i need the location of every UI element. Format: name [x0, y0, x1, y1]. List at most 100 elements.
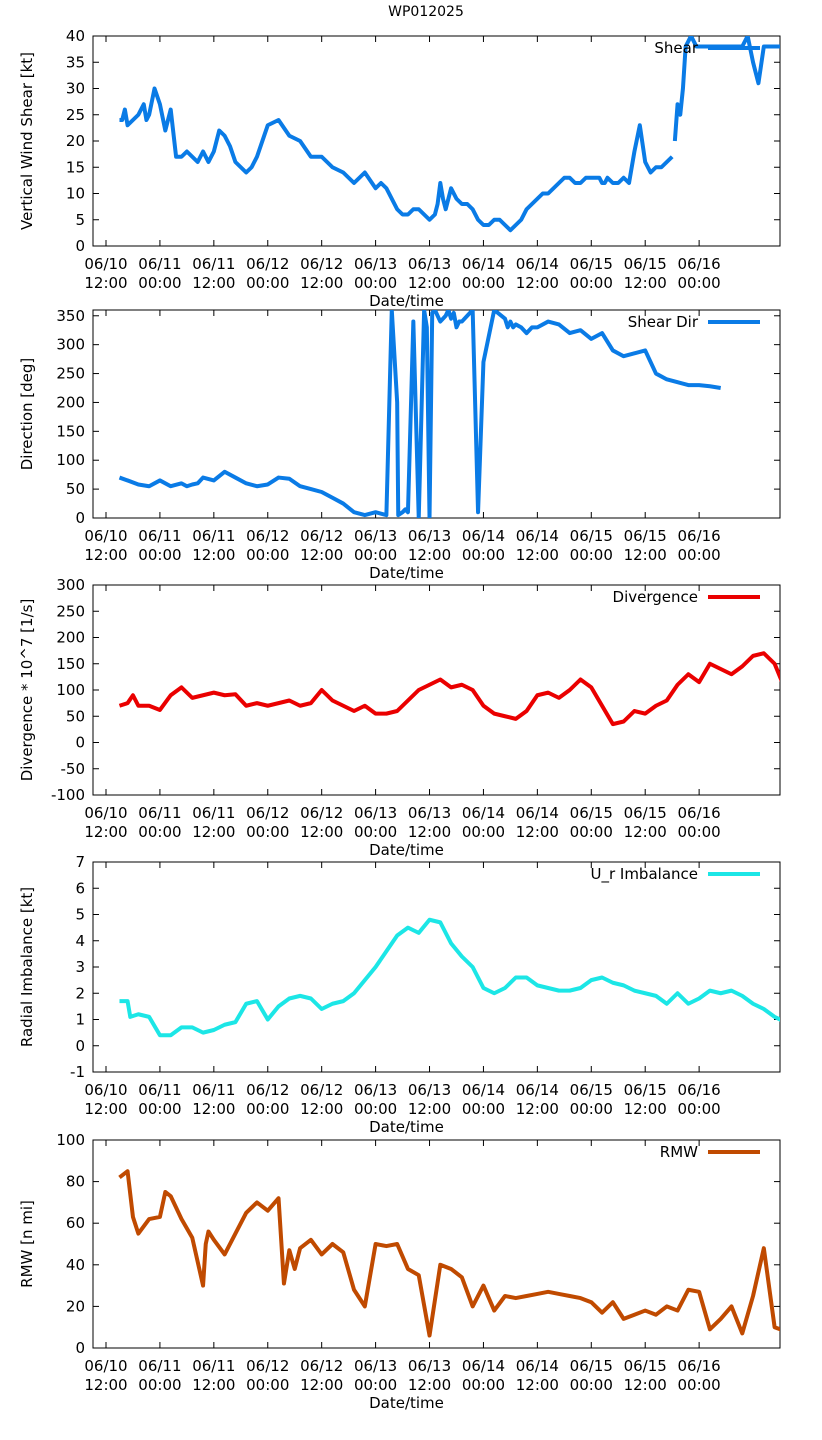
x-tick-label-time: 12:00 [408, 546, 451, 564]
x-tick-label-time: 12:00 [624, 546, 667, 564]
x-tick-label-time: 12:00 [624, 1376, 667, 1394]
x-tick-label-time: 00:00 [354, 1376, 397, 1394]
x-tick-label-time: 00:00 [570, 823, 613, 841]
y-tick-label: 35 [66, 53, 85, 71]
x-tick-label-date: 06/15 [624, 255, 667, 273]
x-tick-label-date: 06/11 [192, 1357, 235, 1375]
x-tick-label-date: 06/12 [246, 527, 289, 545]
x-tick-label-time: 12:00 [408, 1100, 451, 1118]
x-tick-label-date: 06/13 [354, 527, 397, 545]
y-tick-label: 0 [75, 509, 85, 527]
y-tick-label: -50 [61, 760, 86, 778]
panel-shear: 051015202530354006/1012:0006/1100:0006/1… [18, 27, 781, 310]
y-tick-label: 4 [75, 932, 85, 950]
y-tick-label: 100 [56, 451, 85, 469]
x-tick-label-time: 12:00 [192, 823, 235, 841]
x-tick-label-time: 00:00 [678, 274, 721, 292]
x-tick-label-date: 06/13 [408, 804, 451, 822]
y-tick-label: 10 [66, 185, 85, 203]
y-tick-label: 0 [75, 237, 85, 255]
series-line-divergence [118, 651, 780, 727]
y-tick-label: 200 [56, 629, 85, 647]
x-tick-label-time: 12:00 [300, 1100, 343, 1118]
y-tick-label: 50 [66, 707, 85, 725]
x-tick-label-date: 06/15 [624, 527, 667, 545]
x-tick-label-date: 06/14 [462, 1081, 505, 1099]
y-tick-label: 3 [75, 958, 85, 976]
plot-frame [92, 1139, 781, 1349]
x-tick-label-date: 06/12 [300, 1357, 343, 1375]
panel-shear_dir: 05010015020025030035006/1012:0006/1100:0… [18, 307, 781, 582]
x-tick-label-time: 00:00 [678, 823, 721, 841]
x-tick-label-time: 00:00 [462, 1100, 505, 1118]
series-line-rmw [118, 1169, 780, 1338]
x-tick-label-date: 06/11 [192, 804, 235, 822]
y-tick-label: 100 [56, 1131, 85, 1149]
x-tick-label-date: 06/11 [138, 255, 181, 273]
x-tick-label-date: 06/13 [408, 255, 451, 273]
x-tick-label-date: 06/10 [84, 527, 127, 545]
x-tick-label-time: 12:00 [192, 546, 235, 564]
x-axis-label: Date/time [369, 292, 444, 310]
y-tick-label: 50 [66, 480, 85, 498]
x-tick-label-time: 00:00 [138, 823, 181, 841]
x-tick-label-time: 12:00 [624, 274, 667, 292]
y-tick-label: 25 [66, 106, 85, 124]
legend-label: Divergence [613, 588, 698, 606]
x-tick-label-time: 00:00 [678, 1100, 721, 1118]
x-tick-label-date: 06/15 [570, 527, 613, 545]
x-tick-label-time: 12:00 [300, 546, 343, 564]
y-tick-label: 20 [66, 1297, 85, 1315]
x-tick-label-date: 06/13 [354, 255, 397, 273]
x-tick-label-date: 06/16 [678, 804, 721, 822]
y-axis-label: Radial Imbalance [kt] [18, 887, 36, 1047]
x-tick-label-time: 12:00 [84, 1100, 127, 1118]
x-tick-label-time: 00:00 [678, 1376, 721, 1394]
y-tick-label: 250 [56, 365, 85, 383]
x-tick-label-date: 06/14 [462, 804, 505, 822]
y-axis-label: Direction [deg] [18, 358, 36, 471]
legend-label: Shear [654, 39, 698, 57]
x-tick-label-date: 06/16 [678, 255, 721, 273]
series-line-shear [119, 86, 674, 233]
x-tick-label-time: 12:00 [516, 274, 559, 292]
x-tick-label-date: 06/15 [570, 255, 613, 273]
x-tick-label-date: 06/13 [408, 527, 451, 545]
x-tick-label-date: 06/15 [570, 1357, 613, 1375]
x-tick-label-time: 12:00 [624, 1100, 667, 1118]
x-tick-label-time: 12:00 [624, 823, 667, 841]
y-tick-label: -1 [70, 1063, 85, 1081]
y-axis-label: Divergence * 10^7 [1/s] [18, 599, 36, 782]
x-tick-label-date: 06/11 [138, 1081, 181, 1099]
y-tick-label: 5 [75, 211, 85, 229]
x-tick-label-time: 00:00 [138, 546, 181, 564]
y-tick-label: 5 [75, 906, 85, 924]
x-tick-label-time: 00:00 [138, 1376, 181, 1394]
x-tick-label-date: 06/10 [84, 255, 127, 273]
plot-frame [92, 584, 781, 796]
y-tick-label: 300 [56, 576, 85, 594]
x-tick-label-time: 12:00 [192, 274, 235, 292]
x-tick-label-time: 12:00 [192, 1100, 235, 1118]
x-tick-label-time: 00:00 [354, 823, 397, 841]
x-tick-label-time: 12:00 [84, 546, 127, 564]
x-tick-label-date: 06/14 [462, 1357, 505, 1375]
x-axis-label: Date/time [369, 1394, 444, 1412]
x-tick-label-date: 06/11 [192, 1081, 235, 1099]
x-tick-label-time: 12:00 [84, 274, 127, 292]
x-axis-label: Date/time [369, 841, 444, 859]
x-tick-label-time: 12:00 [192, 1376, 235, 1394]
x-tick-label-date: 06/14 [462, 527, 505, 545]
y-tick-label: 150 [56, 655, 85, 673]
x-tick-label-date: 06/10 [84, 1081, 127, 1099]
y-tick-label: 0 [75, 1037, 85, 1055]
x-tick-label-time: 00:00 [246, 823, 289, 841]
y-tick-label: 200 [56, 393, 85, 411]
x-tick-label-date: 06/14 [516, 1081, 559, 1099]
x-tick-label-date: 06/11 [138, 1357, 181, 1375]
panel-ur_imbalance: -10123456706/1012:0006/1100:0006/1112:00… [18, 853, 781, 1136]
y-tick-label: 0 [75, 734, 85, 752]
x-tick-label-time: 00:00 [246, 1100, 289, 1118]
y-axis-label: RMW [n mi] [18, 1200, 36, 1288]
